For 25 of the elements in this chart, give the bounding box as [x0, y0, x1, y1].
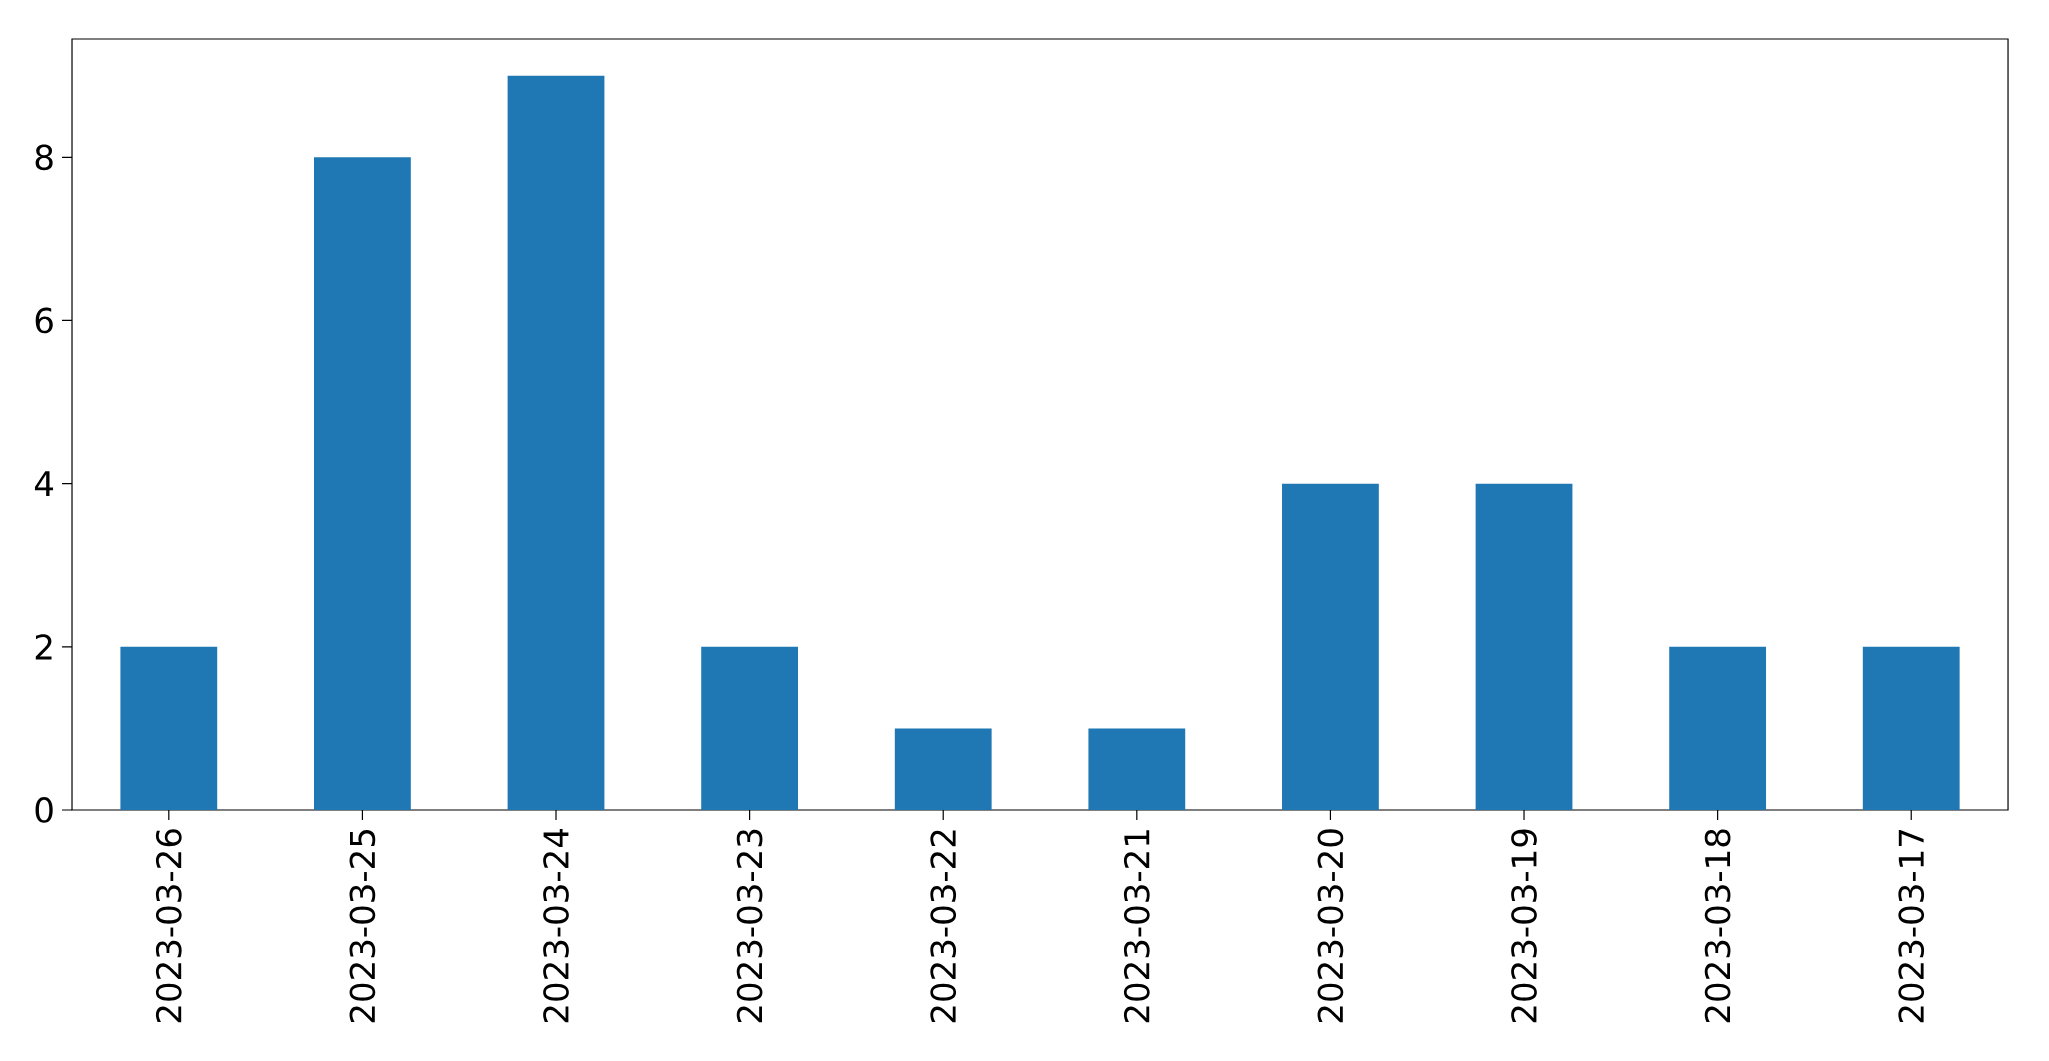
- y-tick-label: 2: [35, 634, 52, 660]
- x-tick-label: 2023-03-25: [349, 830, 376, 1023]
- y-tick-label: 0: [35, 797, 53, 823]
- bar: [120, 646, 218, 810]
- x-tick-label: 2023-03-24: [543, 829, 569, 1023]
- x-tick-label: 2023-03-19: [1511, 829, 1537, 1023]
- bar: [1475, 483, 1573, 810]
- bar: [701, 646, 799, 810]
- bar: [1088, 728, 1186, 810]
- bar: [314, 157, 411, 810]
- x-tick-label: 2023-03-21: [1123, 830, 1150, 1023]
- bar: [1282, 483, 1379, 810]
- y-tick-label: 6: [35, 307, 53, 334]
- y-tick-label: 8: [35, 144, 53, 171]
- x-tick-label: 2023-03-20: [1317, 829, 1344, 1023]
- x-tick-label: 2023-03-22: [930, 830, 957, 1023]
- x-tick-label: 2023-03-17: [1898, 830, 1925, 1023]
- x-tick-label: 2023-03-23: [736, 829, 763, 1023]
- x-tick-label: 2023-03-26: [155, 829, 182, 1023]
- bar: [894, 728, 992, 810]
- bar: [1669, 646, 1767, 810]
- y-tick-label: 4: [34, 471, 54, 497]
- x-tick-label: 2023-03-18: [1704, 829, 1731, 1023]
- bar: [507, 75, 605, 810]
- bar: [1862, 646, 1960, 810]
